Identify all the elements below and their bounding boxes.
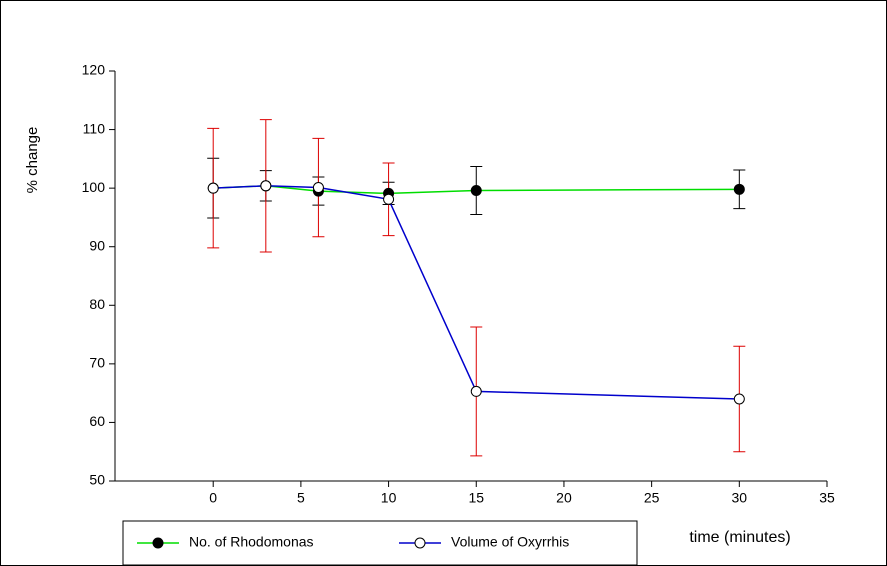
x-tick-label: 30 [732, 490, 748, 506]
y-tick-label: 70 [89, 355, 105, 371]
legend-label: No. of Rhodomonas [189, 534, 314, 550]
data-point [207, 182, 219, 194]
data-point [470, 385, 482, 397]
x-axis-label: time (minutes) [689, 529, 790, 546]
legend-label: Volume of Oxyrrhis [451, 534, 569, 550]
x-tick-label: 10 [381, 490, 397, 506]
y-tick-label: 110 [83, 120, 106, 136]
x-tick-label: 15 [468, 490, 484, 506]
data-point [470, 184, 482, 196]
data-point [383, 193, 395, 205]
y-axis-label: % change [24, 127, 41, 194]
y-tick-label: 50 [89, 472, 105, 488]
x-tick-label: 25 [644, 490, 660, 506]
series-line [213, 185, 740, 400]
y-tick-label: 90 [89, 237, 105, 253]
x-tick-label: 0 [209, 490, 217, 506]
y-tick-label: 100 [82, 179, 106, 195]
data-point [733, 183, 745, 195]
y-tick-label: 80 [89, 296, 105, 312]
data-point [312, 182, 324, 194]
legend-marker [152, 537, 164, 549]
y-tick-label: 60 [89, 413, 105, 429]
data-point [733, 393, 745, 405]
x-tick-label: 35 [819, 490, 835, 506]
y-tick-label: 120 [82, 62, 106, 78]
legend-box [122, 520, 638, 566]
data-point [260, 180, 272, 192]
x-tick-label: 5 [297, 490, 305, 506]
legend-marker [414, 537, 426, 549]
x-tick-label: 20 [556, 490, 572, 506]
